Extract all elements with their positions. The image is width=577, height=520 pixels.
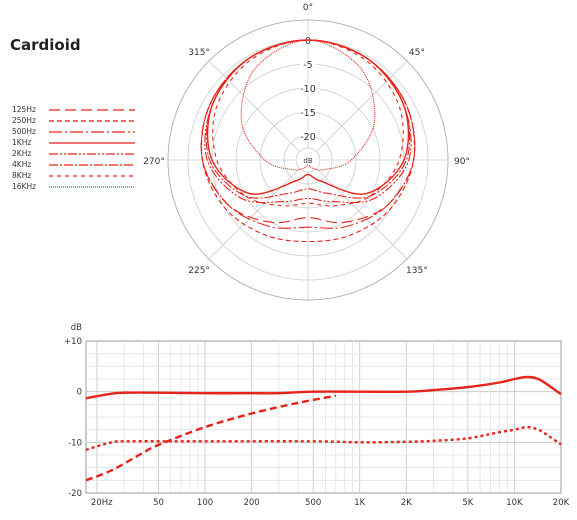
freq-y-tick-label: -20 <box>68 489 82 499</box>
legend-item-500hz: 500Hz <box>12 127 142 137</box>
freq-x-tick-label: 20K <box>553 498 570 508</box>
freq-series-dashed <box>85 394 337 482</box>
legend-item-125hz: 125Hz <box>12 105 142 115</box>
freq-x-tick-label: 100 <box>197 498 213 508</box>
polar-radial-label: 0 <box>305 36 311 47</box>
legend-label-250hz: 250Hz <box>12 116 36 125</box>
freq-y-tick-label: -10 <box>68 438 82 448</box>
legend-item-4khz: 4KHz <box>12 160 142 170</box>
polar-angle-label: 270° <box>143 157 165 167</box>
polar-radial-label: -15 <box>300 108 316 119</box>
polar-pattern-chart: 0°45°90°135°180°225°270°315°0-5-10-15-20… <box>143 3 470 301</box>
polar-radial-label: -20 <box>300 132 316 143</box>
polar-spoke <box>316 60 408 152</box>
legend-label-500hz: 500Hz <box>12 127 36 136</box>
radial-label-bg <box>300 59 316 70</box>
polar-spoke <box>316 168 408 260</box>
freq-x-tick-label: 5K <box>462 498 473 508</box>
freq-series-dotted <box>85 425 562 452</box>
polar-angle-label: 135° <box>406 266 428 276</box>
radial-label-bg <box>300 131 316 142</box>
polar-series-4khz <box>205 39 411 199</box>
polar-radial-label: -10 <box>300 84 316 95</box>
polar-angle-label: 315° <box>188 48 210 58</box>
legend-item-8khz: 8KHz <box>12 171 142 181</box>
freq-x-tick-label: 500 <box>305 498 321 508</box>
legend-label-16khz: 16KHz <box>12 182 37 191</box>
legend-label-2khz: 2KHz <box>12 149 32 158</box>
polar-radial-label: -5 <box>303 60 312 71</box>
polar-db-label: dB <box>303 157 312 165</box>
legend-label-125hz: 125Hz <box>12 105 36 114</box>
freq-x-tick-label: 2K <box>401 498 412 508</box>
polar-series-8khz <box>212 39 404 207</box>
polar-spoke <box>208 168 300 260</box>
freq-series-solid <box>85 375 562 400</box>
polar-spoke <box>208 60 300 152</box>
legend-label-4khz: 4KHz <box>12 160 32 169</box>
polar-angle-label: 225° <box>188 266 210 276</box>
legend-item-2khz: 2KHz <box>12 149 142 159</box>
legend-label-8khz: 8KHz <box>12 171 32 180</box>
freq-y-tick-label: 0 <box>77 388 82 398</box>
polar-angle-label: 0° <box>303 3 313 13</box>
polar-angle-label: 90° <box>454 157 470 167</box>
freq-y-tick-label: +10 <box>64 337 82 347</box>
freq-x-tick-label: 1K <box>354 498 365 508</box>
legend-item-250hz: 250Hz <box>12 116 142 126</box>
polar-series-16khz <box>240 39 376 171</box>
freq-plot-area <box>85 340 562 494</box>
freq-x-tick-label: 200 <box>243 498 259 508</box>
freq-x-tick-label: 10K <box>506 498 523 508</box>
freq-y-axis-label: dB <box>71 323 82 333</box>
freq-x-tick-label: 20Hz <box>91 498 113 508</box>
legend-label-1khz: 1KHz <box>12 138 32 147</box>
legend-item-16khz: 16KHz <box>12 182 142 192</box>
polar-series-500hz <box>200 39 416 229</box>
chart-title: Cardioid <box>10 36 81 54</box>
legend-item-1khz: 1KHz <box>12 138 142 148</box>
radial-label-bg <box>300 83 316 94</box>
radial-label-bg <box>300 107 316 118</box>
polar-angle-label: 45° <box>409 48 425 58</box>
freq-x-tick-label: 50 <box>153 498 164 508</box>
